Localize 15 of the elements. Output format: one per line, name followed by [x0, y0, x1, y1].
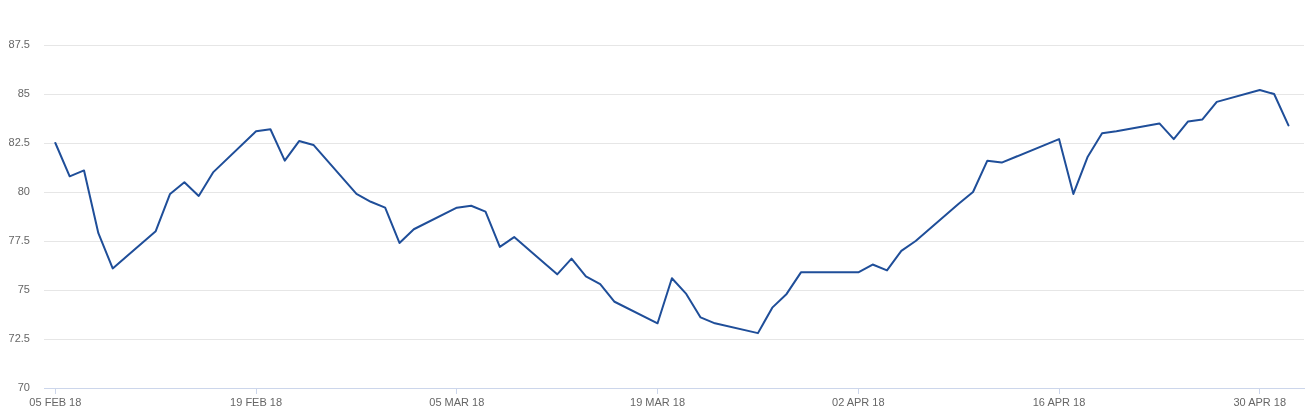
x-tick-label: 02 APR 18	[832, 395, 885, 408]
y-tick-label: 77.5	[8, 234, 30, 247]
y-tick-label: 75	[17, 283, 30, 296]
x-tick-label: 05 MAR 18	[429, 395, 485, 408]
y-tick-label: 82.5	[8, 136, 30, 149]
y-tick-label: 72.5	[8, 332, 30, 345]
x-tick-label: 05 FEB 18	[29, 395, 82, 408]
y-tick-label: 87.5	[8, 38, 30, 51]
y-tick-label: 70	[17, 381, 30, 394]
x-tick-label: 19 FEB 18	[230, 395, 283, 408]
y-tick-label: 85	[17, 87, 30, 100]
x-tick-label: 19 MAR 18	[630, 395, 686, 408]
x-tick-label: 16 APR 18	[1032, 395, 1086, 408]
x-tick-label: 30 APR 18	[1233, 395, 1287, 408]
y-tick-label: 80	[17, 185, 30, 198]
